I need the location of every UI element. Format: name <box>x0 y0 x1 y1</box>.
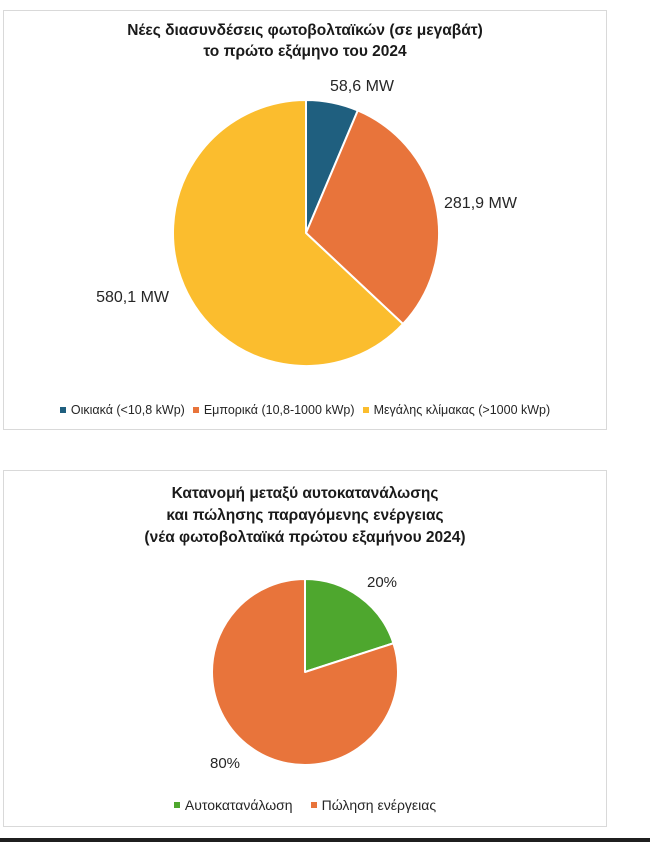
legend-swatch <box>192 407 199 413</box>
legend-item-energy-sale: Πώληση ενέργειας <box>310 797 437 813</box>
pie-slice-0 <box>304 578 395 673</box>
chart-title-line-2: το πρώτο εξάμηνο του 2024 <box>203 43 407 60</box>
pie-chart-connections: 58,6 MW 281,9 MW 580,1 MW <box>96 78 518 367</box>
pie-slice-1 <box>305 109 440 325</box>
chart-panel-self-consumption: Κατανομή μεταξύ αυτοκατανάλωσης και πώλη… <box>3 470 607 827</box>
legend-label: Αυτοκατανάλωση <box>184 797 293 813</box>
legend-swatch <box>362 407 369 413</box>
legend-swatch <box>173 802 180 808</box>
legend-swatch <box>310 802 317 808</box>
pie-chart-self-consumption: 20% 80% <box>210 574 399 772</box>
data-label-2: 580,1 MW <box>96 289 170 306</box>
legend-swatch <box>59 407 66 413</box>
chart-title-line-1: Κατανομή μεταξύ αυτοκατανάλωσης <box>171 485 439 502</box>
bottom-border <box>0 838 650 842</box>
legend-label: Εμπορικά (10,8-1000 kWp) <box>203 403 355 417</box>
legend-label: Οικιακά (<10,8 kWp) <box>70 403 185 417</box>
legend-item-residential: Οικιακά (<10,8 kWp) <box>59 403 185 417</box>
pie-slice-2 <box>172 99 405 367</box>
pie-slice-1 <box>211 578 399 766</box>
data-label-1: 281,9 MW <box>444 195 518 212</box>
chart-panel-pv-connections: Νέες διασυνδέσεις φωτοβολταϊκών (σε μεγα… <box>3 10 607 430</box>
chart-legend: Οικιακά (<10,8 kWp) Εμπορικά (10,8-1000 … <box>4 403 606 417</box>
legend-item-self-consumption: Αυτοκατανάλωση <box>173 797 293 813</box>
data-label-0: 58,6 MW <box>330 78 395 95</box>
legend-label: Πώληση ενέργειας <box>321 797 437 813</box>
data-label-0: 20% <box>367 574 397 591</box>
legend-label: Μεγάλης κλίμακας (>1000 kWp) <box>373 403 551 417</box>
chart-title-line-2: και πώλησης παραγόμενης ενέργειας <box>166 507 444 524</box>
data-label-1: 80% <box>210 755 240 772</box>
chart-title-line-1: Νέες διασυνδέσεις φωτοβολταϊκών (σε μεγα… <box>127 22 483 39</box>
chart-title-line-3: (νέα φωτοβολταϊκά πρώτου εξαμήνου 2024) <box>144 529 466 546</box>
legend-item-large-scale: Μεγάλης κλίμακας (>1000 kWp) <box>362 403 551 417</box>
legend-item-commercial: Εμπορικά (10,8-1000 kWp) <box>192 403 355 417</box>
chart-legend: Αυτοκατανάλωση Πώληση ενέργειας <box>4 797 606 813</box>
